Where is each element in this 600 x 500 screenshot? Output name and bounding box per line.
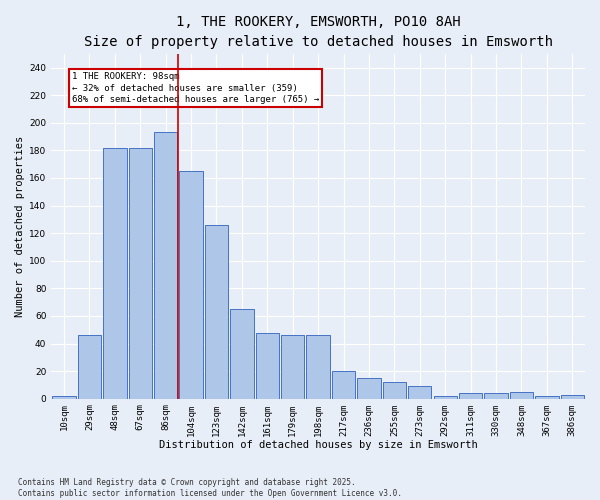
Bar [560,394,584,398]
Bar [383,382,406,398]
Bar [281,336,304,398]
Bar [510,392,533,398]
Bar [154,132,178,398]
Bar [408,386,431,398]
Bar [230,309,254,398]
Bar [103,148,127,398]
Bar [78,336,101,398]
Bar [459,393,482,398]
Bar [205,225,228,398]
Bar [179,171,203,398]
Title: 1, THE ROOKERY, EMSWORTH, PO10 8AH
Size of property relative to detached houses : 1, THE ROOKERY, EMSWORTH, PO10 8AH Size … [83,15,553,48]
Text: Contains HM Land Registry data © Crown copyright and database right 2025.
Contai: Contains HM Land Registry data © Crown c… [18,478,402,498]
Bar [484,393,508,398]
Bar [357,378,380,398]
X-axis label: Distribution of detached houses by size in Emsworth: Distribution of detached houses by size … [159,440,478,450]
Bar [535,396,559,398]
Bar [256,332,279,398]
Bar [434,396,457,398]
Bar [307,336,330,398]
Bar [52,396,76,398]
Bar [128,148,152,398]
Bar [332,371,355,398]
Y-axis label: Number of detached properties: Number of detached properties [15,136,25,317]
Text: 1 THE ROOKERY: 98sqm
← 32% of detached houses are smaller (359)
68% of semi-deta: 1 THE ROOKERY: 98sqm ← 32% of detached h… [71,72,319,104]
